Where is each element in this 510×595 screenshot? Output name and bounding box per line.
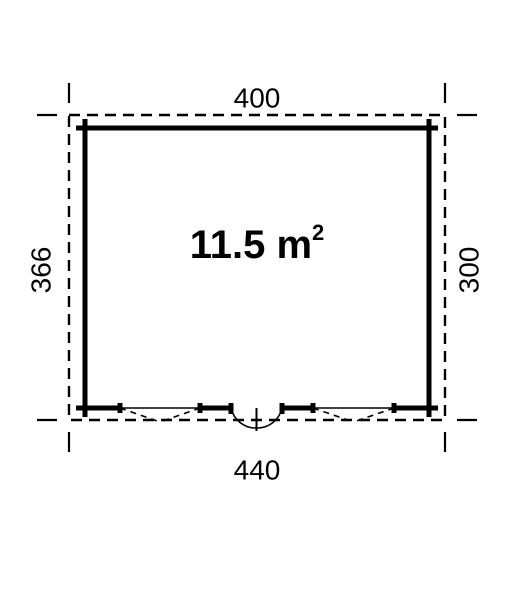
outer-boundary <box>69 115 445 420</box>
door-arc-right <box>257 408 283 428</box>
door-arc-left <box>231 408 257 428</box>
dimension-label: 366 <box>25 247 56 294</box>
area-label: 11.5 m2 <box>190 220 325 267</box>
dimension-label: 440 <box>234 454 281 485</box>
dimension-label: 400 <box>234 82 281 113</box>
dimension-label: 300 <box>453 247 484 294</box>
